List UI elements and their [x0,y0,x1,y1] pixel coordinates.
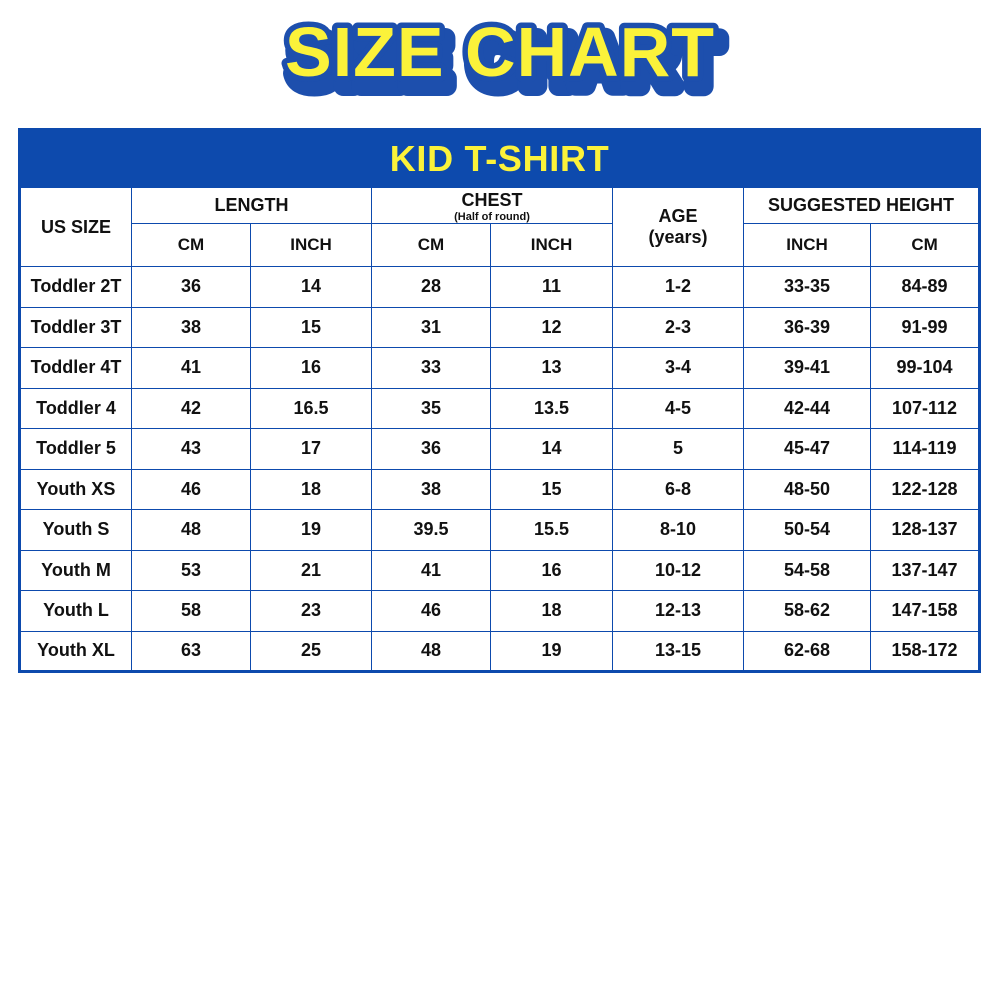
svg-text:SIZE CHART: SIZE CHART [285,13,715,91]
